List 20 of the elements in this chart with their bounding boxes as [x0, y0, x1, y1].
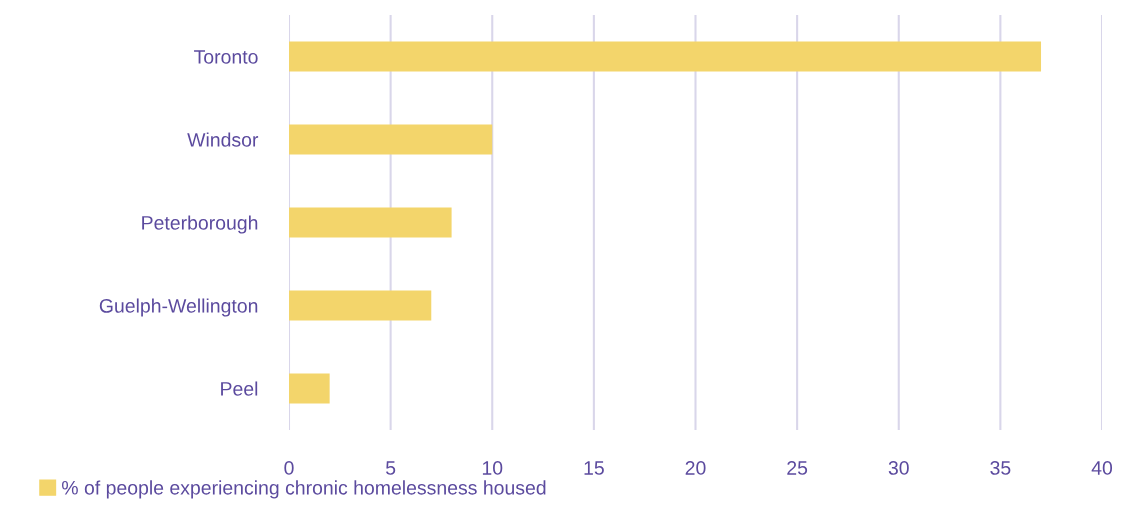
- bar: [289, 41, 1042, 72]
- legend-label: % of people experiencing chronic homelessness housed: [62, 480, 546, 499]
- x-tick-label: 20: [685, 461, 706, 475]
- bar: [289, 207, 452, 238]
- bar: [289, 373, 330, 404]
- x-tick-label: 40: [1091, 461, 1113, 475]
- y-tick-label: Toronto: [194, 50, 258, 64]
- x-tick-label: 10: [482, 461, 503, 475]
- x-tick-label: 0: [284, 461, 294, 475]
- y-tick-label: Guelph-Wellington: [99, 298, 258, 317]
- x-tick-label: 5: [386, 461, 396, 475]
- x-tick-label: 15: [584, 461, 604, 475]
- bar: [289, 124, 493, 155]
- y-tick-label: Peel: [221, 381, 258, 396]
- y-tick-label: Windsor: [187, 132, 259, 147]
- x-tick-label: 30: [888, 461, 909, 475]
- y-tick-label: Peterborough: [142, 215, 258, 234]
- x-tick-label: 25: [787, 461, 808, 475]
- bar: [289, 290, 432, 321]
- x-tick-label: 35: [990, 461, 1011, 475]
